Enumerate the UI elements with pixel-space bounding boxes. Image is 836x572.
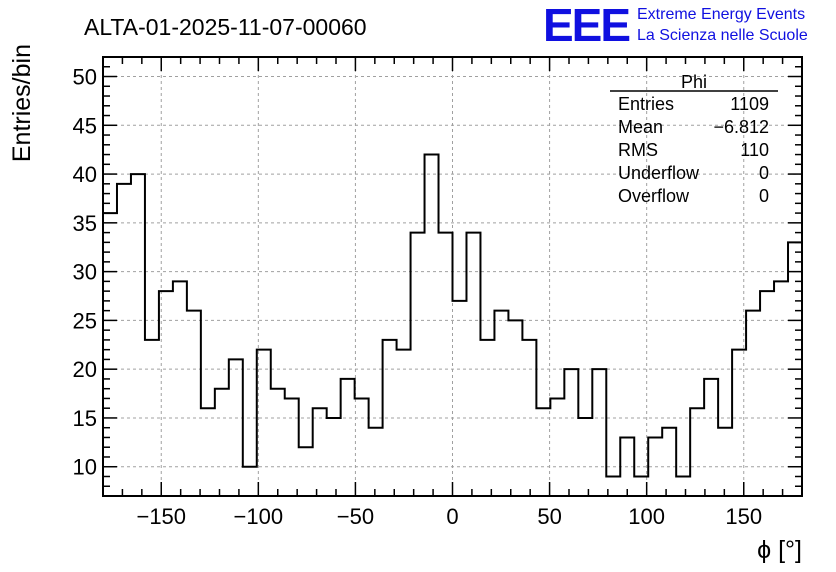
stats-value-underflow: 0 bbox=[759, 163, 769, 183]
histogram-bin bbox=[299, 447, 313, 496]
histogram-bin bbox=[732, 350, 746, 496]
histogram-bin bbox=[285, 398, 299, 496]
histogram-bin bbox=[620, 437, 634, 496]
histogram-bin bbox=[159, 291, 173, 496]
histogram-bin bbox=[117, 184, 131, 496]
tick-labels: −150 −100 −50 0 50 100 150 10 15 20 25 30 35 40 45 50 bbox=[73, 65, 763, 529]
histogram-bin bbox=[271, 389, 285, 496]
stats-label-entries: Entries bbox=[618, 94, 674, 114]
x-tick-label: 0 bbox=[446, 504, 458, 529]
y-axis-title: Entries/bin bbox=[8, 44, 36, 162]
stats-box-name: Phi bbox=[681, 72, 707, 92]
eee-logo-mark: EEE bbox=[543, 0, 629, 51]
stats-value-overflow: 0 bbox=[759, 186, 769, 206]
x-tick-label: −50 bbox=[337, 504, 374, 529]
histogram-bin bbox=[578, 418, 592, 496]
histogram-bin bbox=[313, 408, 327, 496]
stats-box: Phi Entries 1109 Mean −6.812 RMS 110 Und… bbox=[610, 72, 778, 206]
histogram-bin bbox=[439, 233, 453, 496]
x-tick-label: −100 bbox=[234, 504, 284, 529]
stats-label-rms: RMS bbox=[618, 140, 658, 160]
y-tick-label: 20 bbox=[73, 357, 97, 382]
histogram-bin bbox=[718, 428, 732, 496]
y-tick-label: 30 bbox=[73, 260, 97, 285]
histogram-bin bbox=[229, 359, 243, 496]
y-tick-label: 35 bbox=[73, 211, 97, 236]
histogram-bin bbox=[774, 281, 788, 496]
x-tick-label: 150 bbox=[725, 504, 762, 529]
y-tick-label: 45 bbox=[73, 113, 97, 138]
stats-value-entries: 1109 bbox=[730, 94, 769, 114]
histogram-bin bbox=[508, 320, 522, 496]
histogram-bin bbox=[397, 350, 411, 496]
histogram-bin bbox=[704, 379, 718, 496]
stats-label-mean: Mean bbox=[618, 117, 663, 137]
histogram-bin bbox=[327, 418, 341, 496]
histogram-bin bbox=[522, 340, 536, 496]
histogram-bin bbox=[341, 379, 355, 496]
stats-value-rms: 110 bbox=[740, 140, 769, 160]
x-tick-label: 100 bbox=[628, 504, 665, 529]
eee-logo: EEE Extreme Energy Events La Scienza nel… bbox=[543, 0, 808, 51]
histogram-bin bbox=[760, 291, 774, 496]
histogram-bin bbox=[257, 350, 271, 496]
histogram-bin bbox=[383, 340, 397, 496]
eee-logo-line2: La Scienza nelle Scuole bbox=[637, 27, 808, 44]
histogram-bin bbox=[453, 301, 467, 496]
x-tick-label: 50 bbox=[537, 504, 561, 529]
histogram-bin bbox=[215, 389, 229, 496]
eee-logo-line1: Extreme Energy Events bbox=[637, 6, 805, 23]
histogram-bin bbox=[187, 311, 201, 496]
histogram-bin bbox=[131, 174, 145, 496]
histogram-bin bbox=[550, 398, 564, 496]
x-axis-title: ϕ [°] bbox=[757, 536, 802, 564]
histogram-bin bbox=[145, 340, 159, 496]
tick-marks bbox=[102, 56, 803, 497]
histogram-bin bbox=[425, 155, 439, 496]
y-tick-label: 15 bbox=[73, 406, 97, 431]
histogram-outline bbox=[103, 153, 802, 478]
histogram-bin bbox=[480, 340, 494, 496]
histogram-bin bbox=[411, 233, 425, 496]
y-tick-label: 50 bbox=[73, 65, 97, 90]
histogram-bin bbox=[494, 311, 508, 496]
y-tick-label: 25 bbox=[73, 308, 97, 333]
histogram-bin bbox=[466, 233, 480, 496]
grid-lines bbox=[103, 57, 802, 496]
histogram-bin bbox=[243, 467, 257, 496]
histogram-bin bbox=[648, 437, 662, 496]
histogram-bin bbox=[355, 398, 369, 496]
stats-label-underflow: Underflow bbox=[618, 163, 700, 183]
histogram-bin bbox=[103, 213, 117, 496]
stats-value-mean: −6.812 bbox=[713, 117, 769, 137]
histogram-bin bbox=[746, 311, 760, 496]
y-tick-label: 40 bbox=[73, 162, 97, 187]
histogram-bin bbox=[690, 408, 704, 496]
histogram-bin bbox=[201, 408, 215, 496]
histogram-bin bbox=[564, 369, 578, 496]
stats-label-overflow: Overflow bbox=[618, 186, 690, 206]
y-tick-label: 10 bbox=[73, 455, 97, 480]
chart-title: ALTA-01-2025-11-07-00060 bbox=[84, 14, 367, 40]
histogram-bin bbox=[592, 369, 606, 496]
histogram-bin bbox=[536, 408, 550, 496]
histogram-bin bbox=[173, 281, 187, 496]
histogram-bin bbox=[369, 428, 383, 496]
histogram-bin bbox=[662, 428, 676, 496]
histogram-bin bbox=[676, 476, 690, 496]
histogram-series bbox=[103, 153, 802, 496]
x-tick-label: −150 bbox=[136, 504, 186, 529]
